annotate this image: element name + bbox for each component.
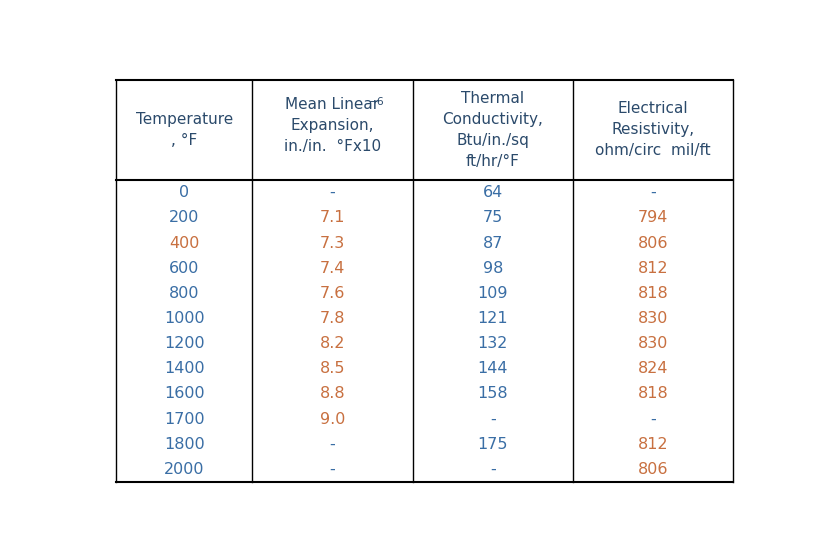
- Text: 818: 818: [637, 386, 667, 401]
- Text: 175: 175: [477, 437, 508, 452]
- Text: 1600: 1600: [164, 386, 205, 401]
- Text: 7.4: 7.4: [320, 261, 344, 276]
- Text: 7.8: 7.8: [320, 311, 344, 326]
- Text: 75: 75: [482, 210, 503, 225]
- Text: 64: 64: [482, 185, 503, 200]
- Text: 824: 824: [637, 361, 667, 376]
- Text: 158: 158: [477, 386, 508, 401]
- Text: 1200: 1200: [164, 336, 205, 351]
- Text: 200: 200: [169, 210, 200, 225]
- Text: 800: 800: [169, 286, 200, 301]
- Text: -: -: [329, 437, 335, 452]
- Text: 8.5: 8.5: [320, 361, 344, 376]
- Text: 400: 400: [169, 236, 200, 251]
- Text: 1700: 1700: [164, 411, 205, 426]
- Text: 8.2: 8.2: [320, 336, 344, 351]
- Text: 812: 812: [637, 437, 667, 452]
- Text: 0: 0: [179, 185, 189, 200]
- Text: 87: 87: [482, 236, 503, 251]
- Text: 8.8: 8.8: [319, 386, 344, 401]
- Text: 1800: 1800: [164, 437, 205, 452]
- Text: Electrical
Resistivity,
ohm/circ  mil/ft: Electrical Resistivity, ohm/circ mil/ft: [595, 101, 710, 158]
- Text: -: -: [489, 411, 495, 426]
- Text: 7.3: 7.3: [320, 236, 344, 251]
- Text: −6: −6: [368, 97, 384, 107]
- Text: 830: 830: [637, 336, 667, 351]
- Text: 2000: 2000: [164, 462, 205, 477]
- Text: -: -: [489, 462, 495, 477]
- Text: 830: 830: [637, 311, 667, 326]
- Text: 806: 806: [637, 462, 667, 477]
- Text: -: -: [649, 411, 655, 426]
- Text: 1000: 1000: [164, 311, 205, 326]
- Text: -: -: [329, 185, 335, 200]
- Text: 109: 109: [477, 286, 508, 301]
- Text: 600: 600: [169, 261, 200, 276]
- Text: 812: 812: [637, 261, 667, 276]
- Text: 9.0: 9.0: [320, 411, 344, 426]
- Text: 98: 98: [482, 261, 503, 276]
- Text: -: -: [649, 185, 655, 200]
- Text: 794: 794: [637, 210, 667, 225]
- Text: 7.6: 7.6: [320, 286, 344, 301]
- Text: -: -: [329, 462, 335, 477]
- Text: 818: 818: [637, 286, 667, 301]
- Text: Thermal
Conductivity,
Btu/in./sq
ft/hr/°F: Thermal Conductivity, Btu/in./sq ft/hr/°…: [441, 91, 542, 169]
- Text: 7.1: 7.1: [320, 210, 344, 225]
- Text: Temperature
, °F: Temperature , °F: [136, 112, 233, 148]
- Text: 806: 806: [637, 236, 667, 251]
- Text: 1400: 1400: [164, 361, 205, 376]
- Text: 144: 144: [477, 361, 508, 376]
- Text: 132: 132: [477, 336, 508, 351]
- Text: 121: 121: [477, 311, 508, 326]
- Text: Mean Linear
Expansion,
in./in.  °Fx10: Mean Linear Expansion, in./in. °Fx10: [283, 97, 380, 154]
